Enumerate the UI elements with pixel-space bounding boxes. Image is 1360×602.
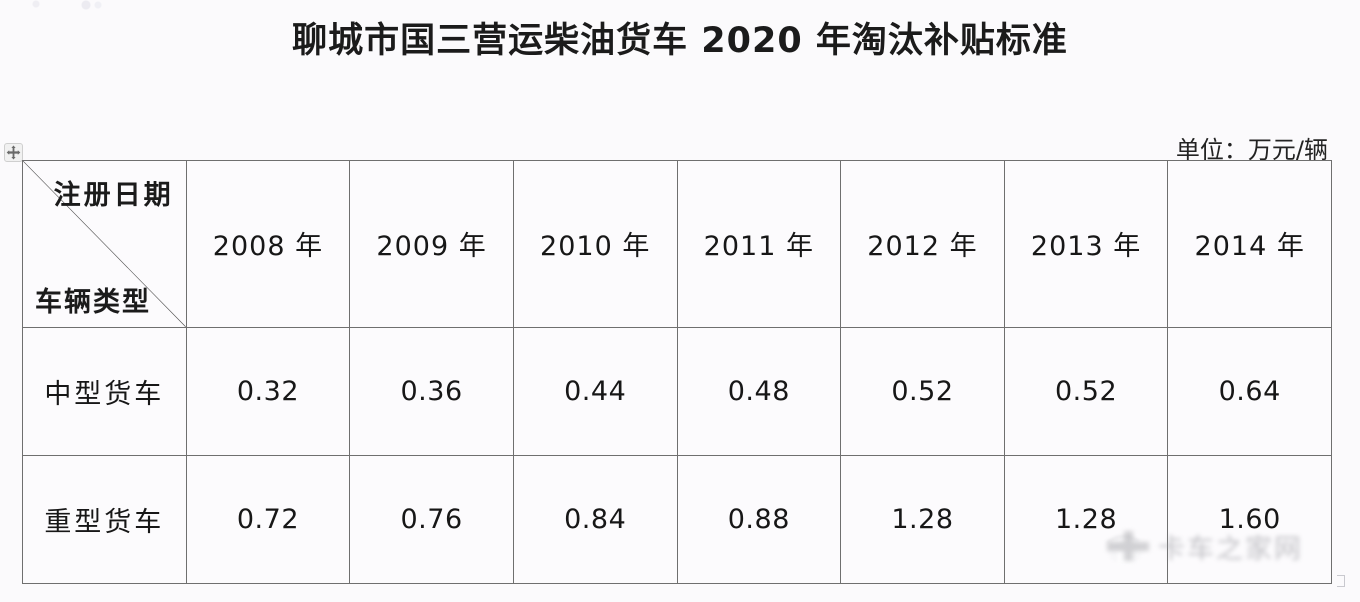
cell-medium-2009: 0.36 [349, 326, 514, 456]
cell-heavy-2013: 1.28 [1003, 454, 1169, 585]
cell-heavy-2012: 1.28 [840, 454, 1005, 585]
cell-medium-2008: 0.32 [185, 326, 351, 456]
column-header-2011: 2011 年 [676, 160, 842, 328]
column-header-2014: 2014 年 [1167, 160, 1332, 328]
column-header-2010: 2010 年 [512, 160, 678, 328]
page-title: 聊城市国三营运柴油货车 2020 年淘汰补贴标准 [292, 21, 1068, 61]
subsidy-standard-table: 注册日期 车辆类型 2008 年 2009 年 2010 年 2011 年 20… [22, 160, 1332, 585]
cell-heavy-2011: 0.88 [676, 454, 842, 585]
column-header-2008: 2008 年 [185, 160, 351, 328]
cell-heavy-2014: 1.60 [1167, 454, 1332, 585]
column-header-2013: 2013 年 [1003, 160, 1169, 328]
cell-medium-2014: 0.64 [1167, 326, 1332, 456]
corner-column-axis-label: 注册日期 [53, 180, 174, 211]
table-grid: 注册日期 车辆类型 2008 年 2009 年 2010 年 2011 年 20… [22, 160, 1332, 585]
row-header-medium-truck: 中型货车 [22, 326, 187, 456]
row-header-heavy-truck: 重型货车 [22, 454, 187, 585]
unit-note: 单位：万元/辆 [1175, 136, 1328, 164]
cell-medium-2011: 0.48 [676, 326, 842, 456]
cell-medium-2010: 0.44 [512, 326, 678, 456]
column-header-2009: 2009 年 [349, 160, 514, 328]
table-header-row: 注册日期 车辆类型 2008 年 2009 年 2010 年 2011 年 20… [22, 160, 1332, 328]
cell-heavy-2010: 0.84 [512, 454, 678, 585]
table-row: 中型货车 0.32 0.36 0.44 0.48 0.52 0.52 0.64 [22, 326, 1332, 456]
cell-heavy-2008: 0.72 [185, 454, 351, 585]
corner-row-axis-label: 车辆类型 [35, 286, 151, 318]
table-row: 重型货车 0.72 0.76 0.84 0.88 1.28 1.28 1.60 [22, 454, 1332, 585]
table-move-handle-icon[interactable] [4, 143, 23, 162]
cell-medium-2012: 0.52 [840, 326, 1005, 456]
cell-heavy-2009: 0.76 [349, 454, 514, 585]
cell-medium-2013: 0.52 [1003, 326, 1169, 456]
table-corner-cell: 注册日期 车辆类型 [22, 160, 187, 328]
column-header-2012: 2012 年 [840, 160, 1005, 328]
end-of-table-marker [1337, 575, 1345, 587]
cropped-ui-artifacts [24, 0, 154, 12]
